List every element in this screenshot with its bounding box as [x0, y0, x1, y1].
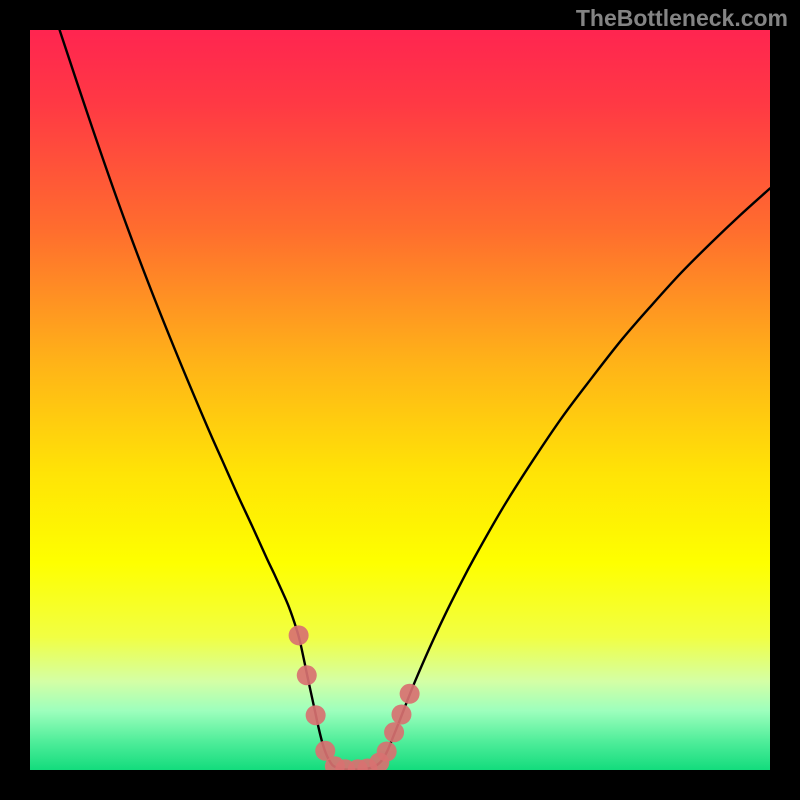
marker-dot: [400, 684, 420, 704]
chart-background: [30, 30, 770, 770]
marker-dot: [297, 665, 317, 685]
marker-dot: [306, 705, 326, 725]
marker-dot: [377, 742, 397, 762]
chart-svg: [0, 0, 800, 800]
chart-container: TheBottleneck.com: [0, 0, 800, 800]
marker-dot: [289, 625, 309, 645]
marker-dot: [391, 705, 411, 725]
marker-dot: [384, 722, 404, 742]
